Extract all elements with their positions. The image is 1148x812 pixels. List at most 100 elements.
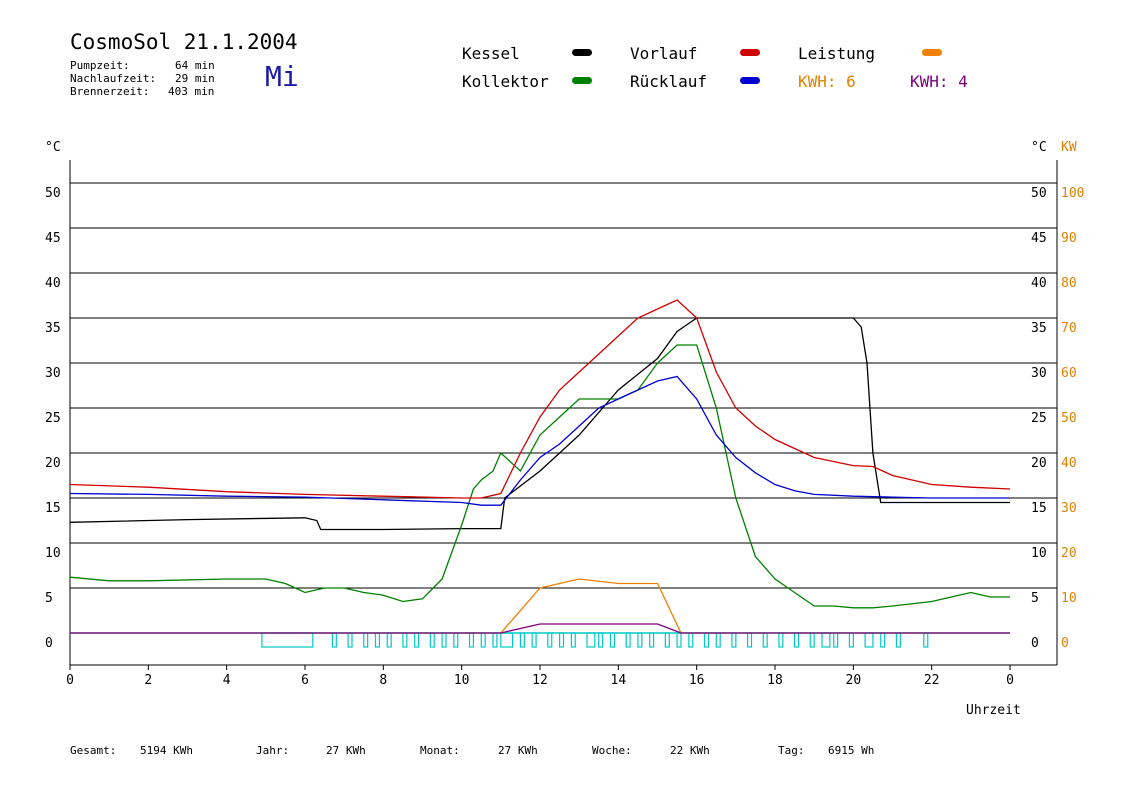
y2-tick-label: 10 bbox=[1061, 591, 1077, 606]
y-tick-label-left: 30 bbox=[45, 366, 61, 381]
pump-cycle-mark bbox=[880, 632, 886, 648]
pump-cycle-mark bbox=[664, 632, 670, 648]
y2-tick-label: 100 bbox=[1061, 186, 1084, 201]
legend-kollektor-swatch bbox=[572, 77, 592, 84]
y-axis-label-right: °C bbox=[1031, 140, 1047, 155]
pump-cycle-mark bbox=[809, 632, 815, 648]
x-tick-label: 12 bbox=[532, 673, 548, 688]
y-tick-label-right: 15 bbox=[1031, 501, 1047, 516]
y-tick-label-right: 5 bbox=[1031, 591, 1039, 606]
pumpzeit-value: 64 min bbox=[175, 59, 215, 72]
pump-cycle-mark bbox=[637, 632, 643, 648]
y2-tick-label: 80 bbox=[1061, 276, 1077, 291]
x-tick-label: 0 bbox=[66, 673, 74, 688]
pump-cycle-mark bbox=[793, 632, 800, 648]
y-tick-label-right: 25 bbox=[1031, 411, 1047, 426]
pump-cycle-mark bbox=[598, 632, 604, 648]
pump-cycle-mark bbox=[731, 632, 737, 648]
y2-tick-label: 0 bbox=[1061, 636, 1069, 651]
y-tick-label-left: 45 bbox=[45, 231, 61, 246]
pump-cycle-mark bbox=[500, 632, 514, 648]
legend-kessel-swatch bbox=[572, 49, 592, 56]
pump-cycle-mark bbox=[762, 632, 768, 648]
pump-cycle-mark bbox=[923, 632, 929, 648]
x-axis-label: Uhrzeit bbox=[966, 703, 1021, 718]
pump-cycle-mark bbox=[492, 632, 498, 648]
y2-tick-label: 40 bbox=[1061, 456, 1077, 471]
pump-cycle-mark bbox=[558, 632, 565, 648]
x-tick-label: 0 bbox=[1006, 673, 1014, 688]
y-tick-label-left: 15 bbox=[45, 501, 61, 516]
y2-tick-label: 50 bbox=[1061, 411, 1077, 426]
legend-kollektor: Kollektor bbox=[462, 72, 549, 91]
y2-tick-label: 90 bbox=[1061, 231, 1077, 246]
footer-tag-value: 6915 Wh bbox=[828, 744, 875, 757]
footer-monat-label: Monat: bbox=[420, 744, 460, 757]
y-tick-label-right: 45 bbox=[1031, 231, 1047, 246]
legend-ruecklauf: Rücklauf bbox=[630, 72, 708, 91]
nachlaufzeit-label: Nachlaufzeit: bbox=[70, 72, 157, 85]
pump-cycle-mark bbox=[821, 632, 831, 648]
brennerzeit-label: Brennerzeit: bbox=[70, 85, 150, 98]
pump-cycle-mark bbox=[374, 632, 381, 648]
pump-cycle-mark bbox=[453, 632, 459, 648]
y-axis-label-left: °C bbox=[45, 140, 61, 155]
pump-cycle-mark bbox=[703, 632, 710, 648]
pump-cycle-mark bbox=[778, 632, 784, 648]
pump-cycle-mark bbox=[519, 632, 525, 648]
legend-vorlauf: Vorlauf bbox=[630, 44, 698, 63]
x-tick-label: 8 bbox=[379, 673, 387, 688]
pump-cycle-mark bbox=[402, 632, 408, 648]
series-line-kessel bbox=[69, 317, 1010, 531]
pumpzeit-label: Pumpzeit: bbox=[70, 59, 130, 72]
pump-cycle-mark bbox=[649, 632, 655, 648]
pump-cycle-mark bbox=[347, 632, 353, 648]
legend-vorlauf-swatch bbox=[740, 49, 760, 56]
y-tick-label-left: 50 bbox=[45, 186, 61, 201]
nachlaufzeit-value: 29 min bbox=[175, 72, 215, 85]
pump-cycle-mark bbox=[688, 632, 694, 648]
footer-jahr-label: Jahr: bbox=[256, 744, 290, 757]
pump-cycle-mark bbox=[746, 632, 753, 648]
pump-cycle-mark bbox=[414, 632, 420, 648]
pump-cycle-mark bbox=[531, 632, 537, 648]
pump-cycle-mark bbox=[715, 632, 721, 648]
pump-cycle-mark bbox=[848, 632, 854, 648]
y2-tick-label: 30 bbox=[1061, 501, 1077, 516]
y-tick-label-right: 40 bbox=[1031, 276, 1047, 291]
y-tick-label-right: 50 bbox=[1031, 186, 1047, 201]
y-tick-label-left: 5 bbox=[45, 591, 53, 606]
series-line-leistung bbox=[70, 578, 1010, 634]
pump-cycle-mark bbox=[547, 632, 553, 648]
legend-leistung-swatch bbox=[922, 49, 942, 56]
y-tick-label-right: 30 bbox=[1031, 366, 1047, 381]
y-tick-label-right: 10 bbox=[1031, 546, 1047, 561]
series-line-kwh-4 bbox=[70, 623, 1010, 634]
pump-cycle-mark bbox=[864, 632, 874, 648]
x-tick-label: 18 bbox=[767, 673, 783, 688]
pump-cycle-mark bbox=[468, 632, 475, 648]
pump-cycle-mark bbox=[480, 632, 486, 648]
x-tick-label: 20 bbox=[846, 673, 862, 688]
x-tick-label: 22 bbox=[924, 673, 940, 688]
footer-woche-label: Woche: bbox=[592, 744, 632, 757]
y-tick-label-left: 35 bbox=[45, 321, 61, 336]
pump-cycle-mark bbox=[676, 632, 682, 648]
legend-kwh-2: KWH: 4 bbox=[910, 72, 968, 91]
y2-tick-label: 60 bbox=[1061, 366, 1077, 381]
y-tick-label-right: 0 bbox=[1031, 636, 1039, 651]
pump-cycle-mark bbox=[833, 632, 839, 648]
pump-cycle-mark bbox=[386, 632, 392, 648]
series-line-kollektor bbox=[69, 344, 1010, 609]
y2-tick-label: 20 bbox=[1061, 546, 1077, 561]
y-tick-label-right: 35 bbox=[1031, 321, 1047, 336]
legend-leistung: Leistung bbox=[798, 44, 876, 63]
footer-jahr-value: 27 KWh bbox=[326, 744, 366, 757]
weekday-label: Mi bbox=[265, 60, 299, 93]
x-tick-label: 16 bbox=[689, 673, 705, 688]
pump-cycle-mark bbox=[261, 632, 314, 648]
pump-cycle-mark bbox=[895, 632, 901, 648]
pump-cycle-mark bbox=[331, 632, 337, 648]
y-tick-label-left: 40 bbox=[45, 276, 61, 291]
